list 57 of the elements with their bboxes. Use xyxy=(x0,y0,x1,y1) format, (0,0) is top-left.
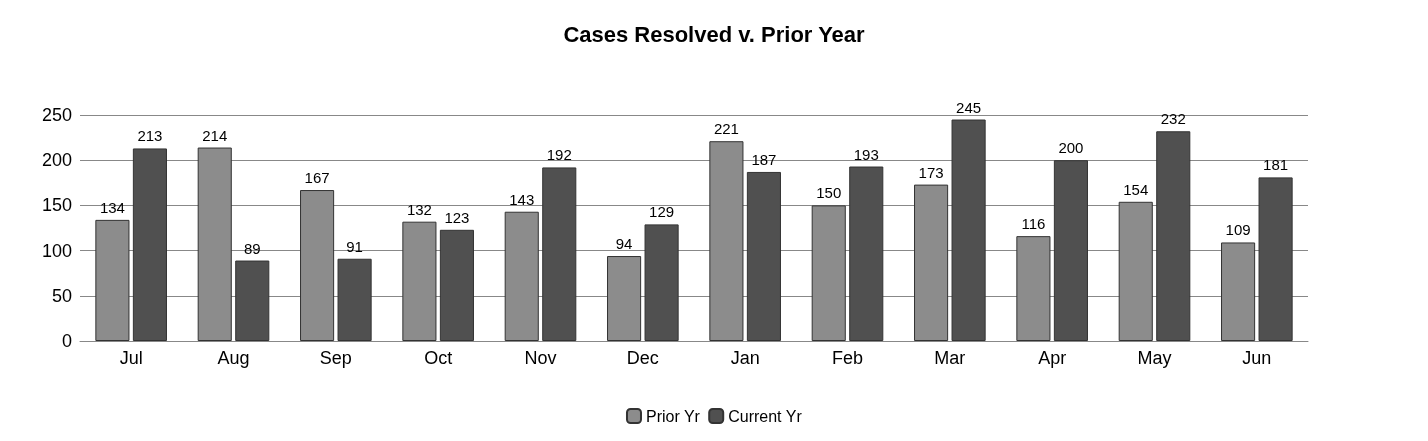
x-tick-label: Aug xyxy=(217,348,250,368)
data-label: 214 xyxy=(202,126,228,144)
data-label: 173 xyxy=(918,163,944,181)
bar xyxy=(337,258,372,341)
data-label: 134 xyxy=(99,198,125,216)
bar xyxy=(439,229,474,341)
data-label: 167 xyxy=(304,169,330,187)
legend-label: Prior Yr xyxy=(645,407,701,425)
bar xyxy=(235,260,270,341)
x-tick-label: Jan xyxy=(730,348,760,368)
bar xyxy=(542,167,577,341)
data-label: 123 xyxy=(444,208,470,226)
data-label: 143 xyxy=(509,190,535,208)
bar xyxy=(1053,160,1088,341)
x-tick-label: May xyxy=(1137,348,1172,368)
bar xyxy=(746,171,781,341)
y-tick-label: 150 xyxy=(41,195,72,216)
x-tick-label: Mar xyxy=(934,348,966,368)
data-label: 109 xyxy=(1225,221,1251,239)
data-label: 192 xyxy=(546,146,572,164)
y-tick-label: 200 xyxy=(41,150,72,171)
data-label: 129 xyxy=(649,203,675,221)
x-tick-label: Jul xyxy=(119,348,143,368)
bar xyxy=(132,148,167,341)
bar xyxy=(849,166,884,341)
y-tick-label: 100 xyxy=(41,240,72,261)
data-label: 200 xyxy=(1058,139,1084,157)
data-label: 245 xyxy=(956,98,982,116)
bar xyxy=(951,119,986,341)
bar xyxy=(644,224,679,341)
data-label: 91 xyxy=(346,237,363,255)
y-tick-label: 0 xyxy=(61,331,72,351)
y-tick-label: 50 xyxy=(51,285,72,306)
legend-label: Current Yr xyxy=(728,407,803,425)
data-label: 213 xyxy=(137,127,163,145)
x-tick-label: Sep xyxy=(319,348,352,368)
x-tick-label: Feb xyxy=(831,348,864,368)
data-label: 187 xyxy=(751,150,777,168)
bar xyxy=(1258,177,1293,341)
data-label: 193 xyxy=(853,145,879,163)
data-label: 132 xyxy=(406,200,432,218)
chart-title: Cases Resolved v. Prior Year xyxy=(563,21,866,47)
y-tick-label: 250 xyxy=(41,105,72,125)
x-tick-label: Oct xyxy=(424,348,453,368)
x-tick-label: Apr xyxy=(1038,348,1067,368)
data-label: 150 xyxy=(816,184,842,202)
bar xyxy=(1156,131,1191,341)
data-label: 116 xyxy=(1021,215,1046,233)
x-tick-label: Dec xyxy=(626,348,659,368)
data-label: 232 xyxy=(1160,110,1186,128)
data-label: 181 xyxy=(1263,156,1289,174)
data-label: 154 xyxy=(1123,180,1149,198)
x-tick-label: Nov xyxy=(524,348,557,368)
data-label: 89 xyxy=(243,239,261,257)
x-tick-label: Jun xyxy=(1242,348,1272,368)
data-label: 94 xyxy=(615,235,633,253)
data-label: 221 xyxy=(713,120,739,138)
